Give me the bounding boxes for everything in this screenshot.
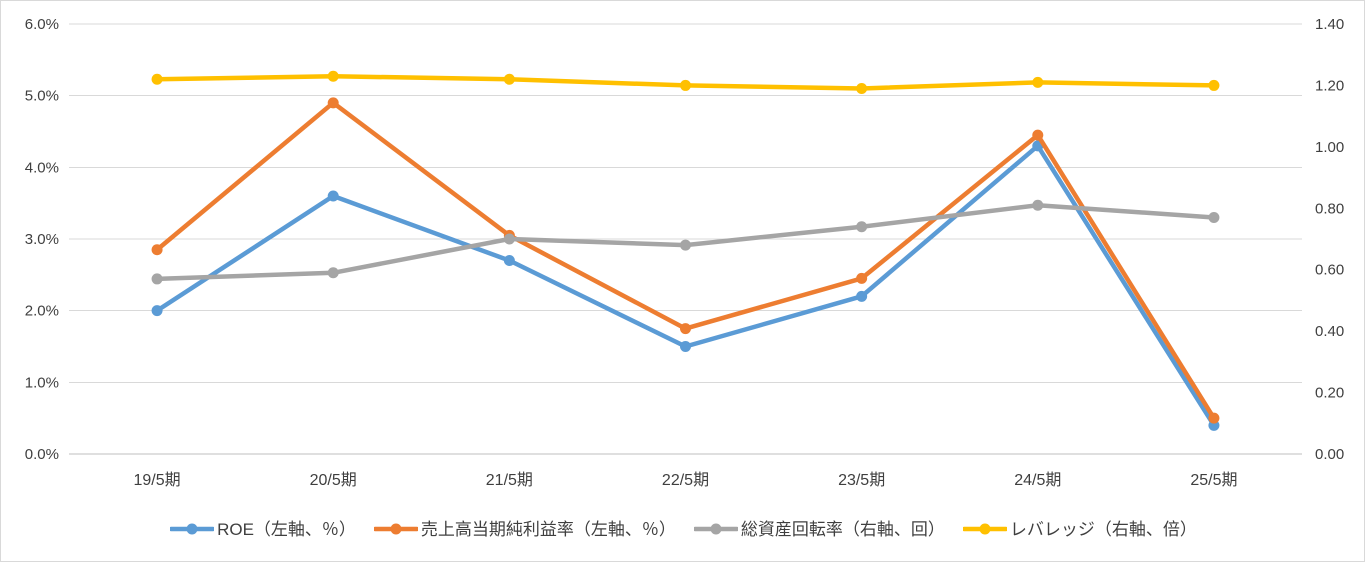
y-axis-left-tick: 0.0%: [25, 446, 59, 463]
data-point-leverage: [680, 79, 691, 91]
data-point-asset-turnover: [503, 233, 515, 245]
x-axis-label: 19/5期: [133, 471, 180, 489]
legend-item-roe: ROE（左軸、％）: [170, 521, 356, 538]
legend-marker-icon: [693, 523, 738, 535]
chart-plot-area: 6.0% 5.0% 4.0% 3.0% 2.0% 1.0% 0.0% 1.40 1.20 1.00…: [25, 16, 1344, 489]
data-point-net-profit-margin: [856, 272, 868, 284]
data-point-leverage: [856, 83, 868, 94]
data-point-net-profit-margin: [1208, 412, 1220, 424]
y-axis-right-tick: 1.20: [1315, 77, 1344, 94]
legend-label: レバレッジ（右軸、倍）: [1009, 519, 1197, 539]
data-point-roe: [680, 341, 691, 352]
data-point-leverage: [1032, 76, 1044, 88]
y-axis-right-tick: 0.40: [1315, 323, 1344, 340]
data-point-roe: [503, 255, 515, 266]
y-axis-left-tick: 4.0%: [25, 159, 59, 176]
y-axis-right-tick: 1.00: [1315, 139, 1344, 156]
y-axis-left-tick: 3.0%: [25, 231, 59, 248]
data-point-leverage: [1208, 79, 1220, 91]
x-axis-label: 22/5期: [662, 471, 709, 489]
legend-marker-icon: [170, 523, 215, 535]
legend-label: 売上高当期純利益率（左軸、％）: [420, 519, 676, 539]
chart-legend: ROE（左軸、％） 売上高当期純利益率（左軸、％） 総資産回転率（右軸、回） レバレッ…: [1, 509, 1364, 549]
x-axis-label: 25/5期: [1190, 471, 1237, 489]
y-axis-right-tick: 0.20: [1315, 385, 1344, 402]
data-point-roe: [856, 290, 868, 302]
data-point-net-profit-margin: [1032, 129, 1044, 141]
x-axis-label: 23/5期: [838, 471, 885, 489]
y-axis-right-tick: 0.00: [1315, 446, 1344, 463]
legend-marker-icon: [962, 523, 1007, 535]
legend-label: 総資産回転率（右軸、回）: [740, 519, 945, 539]
y-axis-left-tick: 5.0%: [25, 88, 59, 105]
series-line-net-profit-margin: [154, 100, 1217, 421]
y-axis-right-tick: 0.80: [1315, 200, 1344, 217]
data-point-net-profit-margin: [151, 244, 163, 256]
y-axis-left-tick: 6.0%: [25, 16, 59, 33]
data-point-asset-turnover: [327, 267, 339, 279]
data-point-asset-turnover: [1032, 199, 1044, 211]
x-axis-label: 20/5期: [310, 471, 357, 489]
data-point-asset-turnover: [680, 239, 691, 251]
data-point-asset-turnover: [856, 221, 868, 233]
data-point-leverage: [503, 73, 515, 85]
data-point-roe: [327, 190, 339, 202]
data-point-asset-turnover: [151, 273, 163, 285]
legend-item-leverage: レバレッジ（右軸、倍）: [962, 519, 1197, 539]
data-point-asset-turnover: [1208, 212, 1220, 223]
data-point-leverage: [151, 73, 163, 85]
y-axis-left-tick: 1.0%: [25, 374, 59, 391]
x-axis-label: 21/5期: [486, 471, 533, 489]
data-point-net-profit-margin: [327, 97, 339, 109]
x-axis-label: 24/5期: [1014, 471, 1061, 489]
data-point-roe: [151, 305, 163, 317]
legend-marker-icon: [373, 523, 418, 535]
data-point-net-profit-margin: [680, 323, 691, 335]
legend-item-net-profit-margin: 売上高当期純利益率（左軸、％）: [373, 519, 676, 539]
legend-label: ROE（左軸、％）: [217, 519, 356, 539]
y-axis-left-tick: 2.0%: [25, 303, 59, 320]
y-axis-right-tick: 0.60: [1315, 262, 1344, 279]
y-axis-right-tick: 1.40: [1315, 16, 1344, 33]
data-point-leverage: [327, 70, 339, 82]
legend-item-asset-turnover: 総資産回転率（右軸、回）: [693, 519, 945, 539]
series-line-roe: [154, 143, 1217, 428]
